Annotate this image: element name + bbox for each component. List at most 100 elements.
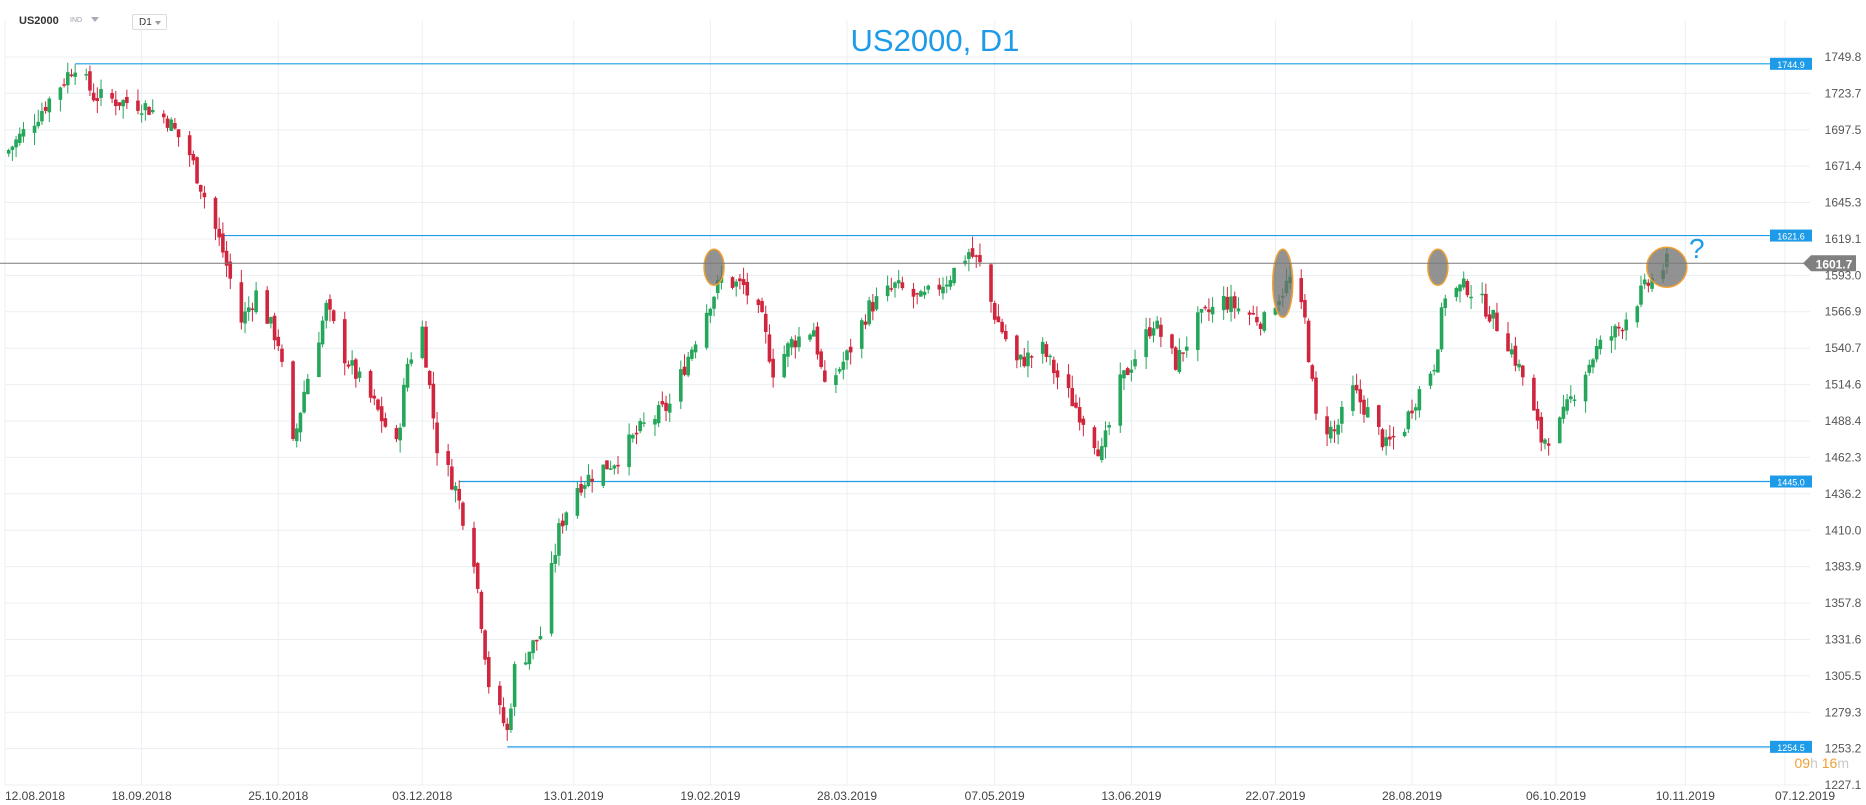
y-tick-label: 1540.7 (1825, 341, 1862, 355)
candle-bear (974, 255, 979, 257)
candle-bull (1210, 306, 1215, 315)
highlight-ellipses (703, 246, 1688, 319)
candle-bull (512, 664, 517, 707)
candle-bear (435, 422, 439, 454)
candle-bear (1207, 309, 1211, 313)
candle-bull (324, 302, 329, 321)
candle-bull (653, 419, 657, 425)
candle-bear (634, 432, 639, 435)
current-price-line: 1601.7 (0, 255, 1856, 272)
candle-bear (383, 418, 388, 427)
candle-bull (1565, 399, 1569, 411)
candle-bull (453, 485, 458, 491)
candle-bull (1402, 431, 1407, 437)
candle-bull (1155, 320, 1159, 329)
candle-bull (922, 291, 927, 296)
y-tick-label: 1566.9 (1825, 305, 1862, 319)
candle-bull (859, 320, 864, 349)
candle-bear (1015, 335, 1019, 361)
candle-bear (1532, 377, 1536, 411)
candle-bull (808, 334, 812, 340)
x-tick-label: 12.08.2018 (5, 789, 65, 803)
candle-bear (331, 310, 336, 322)
level-price-badge (1770, 740, 1812, 753)
candle-bull (1040, 341, 1045, 354)
candle-bull (1365, 407, 1370, 418)
price-axis[interactable]: 1749.8 1723.7 1697.5 1671.4 1645.3 1619.1 1593… (1825, 50, 1862, 792)
exchange-label: IND (70, 17, 83, 24)
timeframe-select[interactable]: D1 (132, 14, 167, 30)
x-tick-label: 28.08.2019 (1382, 789, 1442, 803)
candle-bear (1310, 365, 1315, 379)
candle-bull (656, 405, 661, 424)
symbol-label[interactable]: US2000 (19, 15, 59, 27)
candle-bull (1436, 349, 1440, 373)
candle-bull (1103, 430, 1108, 448)
candle-bull (350, 360, 354, 366)
x-tick-label: 25.10.2018 (248, 789, 308, 803)
candle-bear (176, 129, 181, 138)
candle-bull (1443, 298, 1448, 309)
candle-bull (926, 285, 931, 290)
candle-bear (472, 527, 476, 567)
candle-bear (1465, 281, 1470, 296)
current-price-label: 1601.7 (1816, 257, 1853, 271)
candle-bear (1617, 326, 1621, 329)
candle-bear (1022, 356, 1027, 367)
candle-bull (1221, 295, 1226, 311)
candle-bear (479, 591, 484, 629)
candle-bear (202, 192, 207, 198)
candle-bear (1092, 427, 1097, 449)
candle-bull (638, 421, 642, 432)
candle-bear (1354, 384, 1359, 391)
level-price-badge (1770, 229, 1812, 242)
candle-bear (450, 466, 454, 490)
candle-bear (276, 336, 281, 347)
candle-bull (1432, 369, 1436, 372)
y-tick-label: 1462.3 (1825, 450, 1862, 464)
candle-bull (715, 279, 720, 294)
candle-bear (1232, 296, 1237, 309)
candle-bear (62, 84, 66, 86)
candle-bear (280, 348, 284, 362)
candle-bear (43, 106, 48, 111)
candle-bull (1026, 352, 1030, 367)
candle-bear (483, 630, 487, 660)
candle-bear (756, 299, 761, 306)
candle-bull (1229, 296, 1233, 313)
candle-bear (819, 351, 823, 368)
candle-bear (848, 346, 853, 353)
candle-bear (95, 98, 100, 101)
candle-bull (1406, 411, 1411, 430)
candle-bear (475, 563, 480, 589)
chart-toolbar: US2000 IND D1 (0, 0, 1866, 40)
candle-bear (147, 106, 151, 115)
candle-bull (99, 88, 103, 98)
candle-bear (763, 313, 768, 333)
candle-bear (161, 113, 166, 118)
candle-bull (1428, 373, 1433, 386)
candle-bull (679, 369, 683, 402)
candle-bull (1107, 425, 1111, 428)
candle-bull (357, 371, 362, 378)
candle-bull (143, 103, 148, 111)
candle-bear (461, 502, 465, 526)
time-axis[interactable]: 12.08.2018 18.09.2018 25.10.2018 03.12.2018… (5, 789, 1835, 803)
y-tick-label: 1514.6 (1825, 378, 1862, 392)
candle-bull (73, 72, 77, 77)
candle-bull (6, 150, 11, 154)
highlight-ellipse (1646, 246, 1688, 289)
candle-bear (1255, 316, 1259, 323)
candle-bull (786, 343, 790, 357)
symbol-dropdown-icon[interactable] (91, 17, 99, 22)
candle-bull (139, 113, 144, 115)
candle-bear (1070, 388, 1075, 407)
x-tick-label: 13.06.2019 (1101, 789, 1161, 803)
candle-bull (269, 317, 273, 324)
question-annotation: ? (1689, 233, 1705, 264)
candle-bear (1358, 389, 1363, 403)
candle-bull (1639, 285, 1643, 305)
candle-bear (682, 366, 687, 375)
horizontal-levels[interactable]: 1744.9 1621.6 1445.0 1254.5 (75, 57, 1812, 753)
